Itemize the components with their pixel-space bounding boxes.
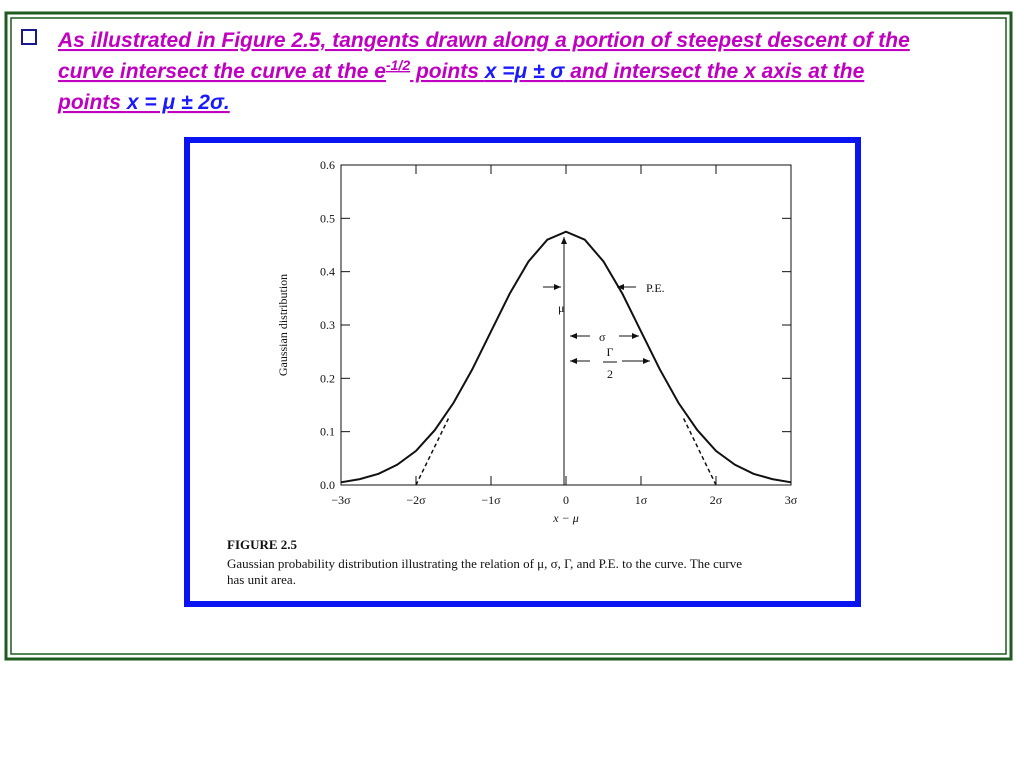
y-tick-label: 0.3 [320, 318, 335, 332]
superscript: -1/2 [386, 57, 410, 73]
x-tick-label: 0 [563, 493, 569, 507]
bullet-text: and intersect the x axis at the [564, 60, 864, 83]
y-axis-label: Gaussian distribution [276, 274, 290, 376]
caption: Gaussian probability distribution illust… [227, 556, 742, 571]
x-tick-label: −1σ [481, 493, 501, 507]
bullet-text: points x = μ ± 2σ. [57, 91, 230, 114]
x-tick-label: −3σ [331, 493, 351, 507]
x-tick-label: −2σ [406, 493, 426, 507]
caption: has unit area. [227, 572, 296, 587]
slide-frame-outer [4, 11, 1013, 661]
annotation: P.E. [646, 281, 665, 295]
bullet-text: points [410, 60, 485, 83]
annotation: σ [599, 330, 606, 344]
annotation: 2 [607, 367, 613, 381]
formula: x =μ ± σ [484, 60, 566, 83]
y-tick-label: 0.1 [320, 425, 335, 439]
caption-title: FIGURE 2.5 [227, 537, 298, 552]
y-tick-label: 0.4 [320, 265, 335, 279]
tangent-line [681, 415, 717, 486]
bullet-text: curve intersect the curve at the e [58, 60, 386, 83]
annotation: Γ [607, 345, 614, 359]
y-tick-label: 0.6 [320, 158, 335, 172]
tangent-line [415, 415, 451, 486]
y-tick-label: 0.2 [320, 371, 335, 385]
x-tick-label: 3σ [785, 493, 798, 507]
x-axis-label: x − μ [552, 511, 578, 525]
figure-box [184, 137, 861, 607]
bullet-text: As illustrated in Figure 2.5, tangents d… [57, 29, 910, 52]
bullet-text: points [57, 91, 127, 114]
x-tick-label: 2σ [710, 493, 723, 507]
formula: x = μ ± 2σ. [126, 91, 230, 114]
y-tick-label: 0.5 [320, 211, 335, 225]
slide-frame-inner [10, 17, 1007, 655]
annotation: μ [558, 301, 564, 315]
x-tick-label: 1σ [635, 493, 648, 507]
bullet-icon [21, 29, 37, 45]
y-tick-label: 0.0 [320, 478, 335, 492]
bullet-text: curve intersect the curve at the e-1/2 p… [58, 57, 865, 83]
curve [340, 230, 792, 484]
